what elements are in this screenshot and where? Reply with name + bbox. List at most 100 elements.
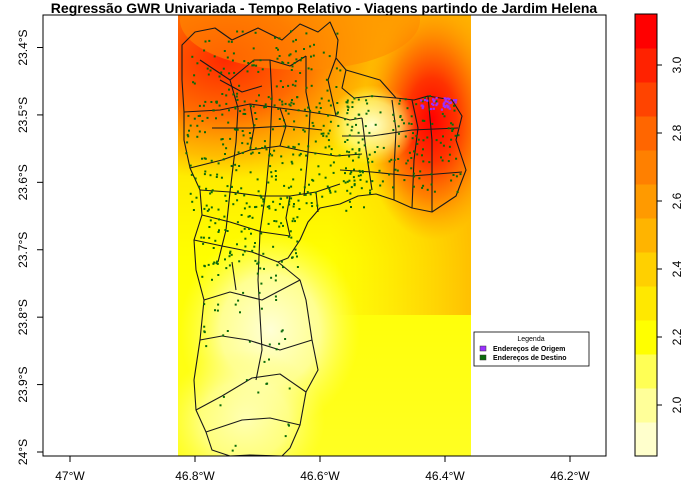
destination-point <box>282 206 284 209</box>
destination-point <box>360 187 363 190</box>
destination-point <box>393 120 396 123</box>
origin-point <box>444 97 447 100</box>
colorbar-segment <box>635 218 657 253</box>
destination-point <box>412 185 415 188</box>
destination-point <box>322 124 325 127</box>
destination-point <box>289 230 292 233</box>
destination-point <box>287 235 290 238</box>
destination-point <box>422 160 425 163</box>
destination-point <box>190 173 193 176</box>
destination-point <box>274 170 277 172</box>
destination-point <box>280 155 283 158</box>
destination-point <box>257 190 260 193</box>
destination-point <box>410 167 413 170</box>
destination-point <box>242 253 245 256</box>
colorbar-segment <box>635 422 657 457</box>
destination-point <box>230 40 233 43</box>
destination-point <box>275 47 278 49</box>
destination-point <box>303 130 306 133</box>
origin-point <box>442 102 445 105</box>
destination-point <box>399 99 401 102</box>
destination-point <box>336 102 339 104</box>
destination-point <box>413 150 415 153</box>
destination-point <box>353 179 356 182</box>
destination-point <box>258 291 261 294</box>
destination-point <box>220 176 223 179</box>
destination-point <box>450 127 453 130</box>
destination-point <box>220 71 223 74</box>
destination-point <box>318 110 321 113</box>
destination-point <box>280 330 283 333</box>
x-axis: 47°W 46.8°W 46.6°W 46.4°W 46.2°W <box>55 455 590 483</box>
colorbar-tick-label: 2.6 <box>670 192 684 209</box>
destination-point <box>247 62 250 64</box>
x-tick-label: 47°W <box>55 469 85 483</box>
y-tick-label: 23.5°S <box>16 97 30 133</box>
destination-point <box>351 148 354 151</box>
destination-point <box>210 159 213 162</box>
destination-point <box>219 404 222 407</box>
destination-point <box>418 177 421 180</box>
destination-point <box>359 178 362 181</box>
y-axis: 23.4°S 23.5°S 23.6°S 23.7°S 23.8°S 23.9°S 24°S <box>16 29 44 465</box>
destination-point <box>439 141 442 144</box>
destination-point <box>345 209 348 212</box>
destination-point <box>204 157 207 160</box>
destination-point <box>242 134 245 137</box>
destination-point <box>221 93 224 95</box>
destination-point <box>217 208 220 211</box>
destination-point <box>408 151 411 154</box>
destination-point <box>270 97 273 100</box>
origin-point <box>448 102 451 105</box>
destination-point <box>249 171 252 174</box>
destination-point <box>403 179 406 182</box>
destination-point <box>350 171 353 174</box>
origin-point <box>442 105 445 108</box>
destination-point <box>399 115 402 117</box>
destination-point <box>269 165 272 168</box>
destination-point <box>264 145 267 148</box>
destination-point <box>394 168 397 171</box>
destination-point <box>232 52 235 55</box>
destination-point <box>250 232 252 235</box>
destination-point <box>363 144 366 147</box>
destination-point <box>374 123 377 126</box>
destination-point <box>403 122 405 125</box>
destination-point <box>452 128 455 131</box>
destination-point <box>216 309 219 312</box>
destination-point <box>198 185 201 188</box>
destination-point <box>459 173 462 176</box>
destination-point <box>274 208 277 211</box>
destination-point <box>252 64 255 67</box>
destination-point <box>452 174 455 176</box>
destination-point <box>276 264 279 267</box>
origin-point <box>446 97 449 100</box>
destination-point <box>404 98 407 101</box>
destination-point <box>305 154 308 157</box>
destination-point <box>208 39 211 42</box>
destination-point <box>254 31 257 34</box>
destination-point <box>428 108 431 111</box>
colorbar-frame <box>634 13 658 457</box>
destination-point <box>263 140 266 143</box>
destination-point <box>329 120 332 123</box>
destination-point <box>289 53 292 56</box>
destination-point <box>280 222 283 225</box>
destination-point <box>310 55 312 58</box>
origin-point <box>443 97 446 100</box>
destination-point <box>300 57 303 59</box>
destination-point <box>275 175 277 178</box>
destination-point <box>442 135 444 138</box>
destination-point <box>415 134 418 137</box>
destination-point <box>203 331 206 334</box>
destination-point <box>261 68 264 71</box>
destination-point <box>308 183 310 186</box>
destination-point <box>201 275 204 278</box>
destination-point <box>191 55 194 58</box>
destination-point <box>304 193 307 196</box>
destination-point <box>243 108 246 111</box>
destination-point <box>247 215 250 218</box>
destination-point <box>371 160 374 163</box>
destination-point <box>254 147 257 150</box>
destination-point <box>226 230 229 232</box>
